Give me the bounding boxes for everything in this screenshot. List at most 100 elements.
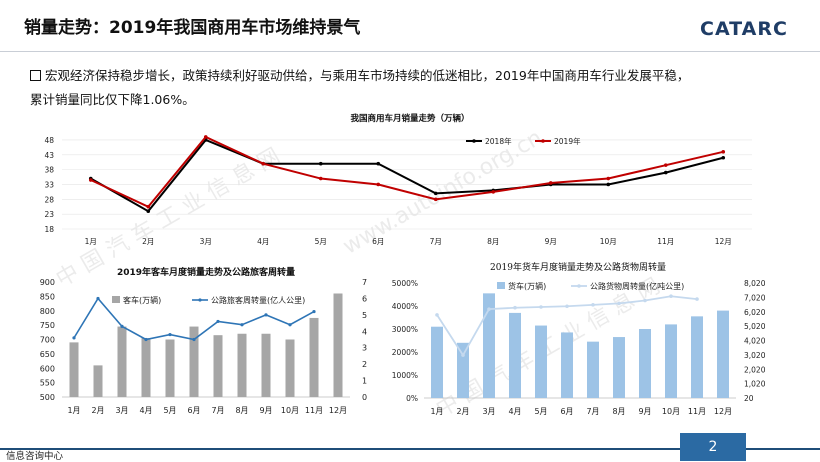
y-left-tick-label: 800 [40,307,55,316]
bar [431,326,443,398]
data-point [513,305,517,310]
y-tick-label: 28 [44,195,54,204]
data-point [435,313,439,317]
data-point [433,197,438,202]
footer-line [0,448,820,450]
y-tick-label: 43 [44,151,54,160]
x-tick-label: 8月 [235,406,248,415]
x-tick-label: 5月 [315,237,327,246]
x-tick-label: 1月 [430,407,443,416]
bar [691,316,703,398]
bar [165,339,175,397]
x-tick-label: 11月 [688,407,706,416]
y-left-tick-label: 4000% [392,302,418,311]
data-point [88,178,93,182]
data-point [72,336,76,340]
y-right-tick-label: 7 [362,278,367,287]
data-point [240,323,244,327]
x-tick-label: 7月 [430,237,442,246]
data-point [565,304,569,309]
x-tick-label: 3月 [200,237,212,246]
bar [141,338,151,397]
data-point [643,298,647,303]
data-point [663,163,668,167]
y-right-tick-label: 1,020 [744,380,766,389]
data-point [192,337,196,342]
bar [213,335,223,397]
data-point [491,190,496,194]
data-point [318,176,323,181]
data-point [376,161,381,166]
x-tick-label: 6月 [372,237,384,246]
bar [509,312,521,398]
bar [535,325,547,398]
data-point [548,181,553,185]
y-left-tick-label: 700 [40,336,55,345]
data-point [487,307,491,311]
bar [483,293,495,398]
x-tick-label: 6月 [560,407,573,416]
data-point [288,323,292,327]
y-right-tick-label: 4,020 [744,337,766,346]
data-point [663,170,668,175]
chart-title: 我国商用车月销量走势（万辆） [350,113,469,124]
y-left-tick-label: 650 [40,350,55,359]
bar [309,317,319,397]
bar [93,365,103,397]
data-point [721,155,726,160]
intro-line-2: 累计销量同比仅下降1.06%。 [30,92,195,107]
legend-label: 客车(万辆) [123,295,161,305]
footer-label: 信息咨询中心 [6,451,64,462]
bar [69,342,79,397]
header-divider [0,51,820,52]
x-tick-label: 11月 [657,237,674,246]
legend-label: 货车(万辆) [508,281,546,291]
y-right-tick-label: 5,020 [744,322,766,331]
data-point [264,313,268,317]
series-line [90,138,724,213]
bar [333,293,343,397]
series-line [90,135,724,208]
intro-paragraph: 宏观经济保持稳步增长，政策持续利好驱动供给，与乘用车市场持续的低迷相比，2019… [30,64,790,112]
data-point [146,204,151,209]
bar [117,326,127,397]
chart-title: 2019年货车月度销量走势及公路货物周转量 [490,261,666,273]
x-tick-label: 12月 [715,237,732,246]
x-tick-label: 6月 [187,406,200,415]
x-tick-label: 10月 [600,237,617,246]
x-tick-label: 4月 [508,407,521,416]
y-left-tick-label: 900 [40,278,55,287]
data-point [146,209,151,213]
bar [639,329,651,398]
bar [237,333,247,397]
bar [561,332,573,398]
x-tick-label: 7月 [586,407,599,416]
x-tick-label: 2月 [91,406,104,415]
legend-swatch [497,282,505,289]
x-tick-label: 2月 [142,237,154,246]
y-right-tick-label: 2 [362,360,367,369]
bar [189,326,199,397]
x-tick-label: 10月 [281,406,299,415]
y-tick-label: 18 [44,225,54,234]
x-tick-label: 9月 [545,237,557,246]
y-right-tick-label: 6 [362,294,367,303]
page-title: 销量走势：2019年我国商用车市场维持景气 [24,18,361,38]
y-right-tick-label: 0 [362,393,367,402]
legend-label: 公路旅客周转量(亿人公里) [211,295,305,305]
data-point [606,176,611,181]
data-point [539,305,543,309]
x-tick-label: 8月 [487,237,499,246]
y-left-tick-label: 0% [406,394,418,403]
x-tick-label: 5月 [163,406,176,415]
legend-label: 公路货物周转量(亿吨公里) [590,281,684,291]
y-left-tick-label: 1000% [392,371,418,380]
bar [613,337,625,398]
x-tick-label: 12月 [329,406,347,415]
y-right-tick-label: 4 [362,327,367,336]
legend-label: 2018年 [485,136,512,146]
y-tick-label: 33 [44,180,54,189]
intro-line-1: 宏观经济保持稳步增长，政策持续利好驱动供给，与乘用车市场持续的低迷相比，2019… [45,68,690,83]
legend-marker [198,298,202,302]
